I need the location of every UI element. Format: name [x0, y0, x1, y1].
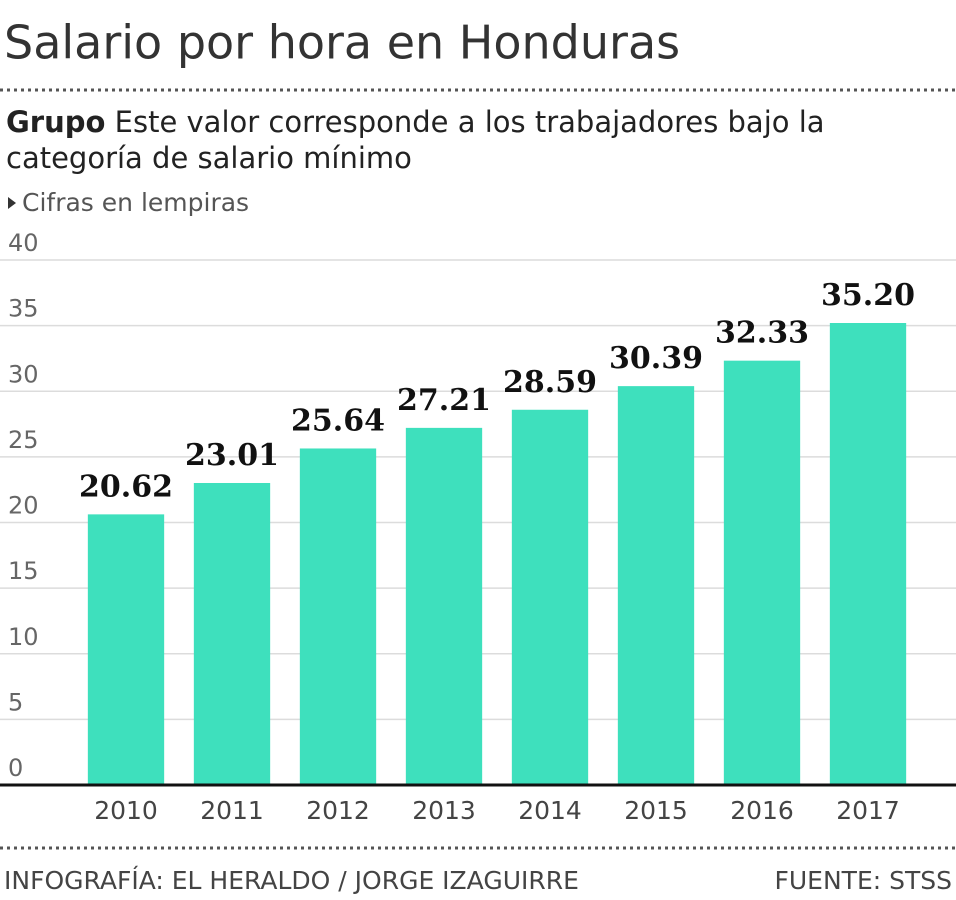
subtitle-text: Este valor corresponde a los trabajadore…	[6, 105, 825, 175]
x-tick-label: 2015	[624, 796, 688, 825]
y-tick-label: 10	[8, 623, 39, 651]
x-tick-label: 2017	[836, 796, 900, 825]
y-tick-label: 25	[8, 426, 39, 454]
y-tick-label: 5	[8, 688, 23, 716]
value-label: 20.62	[79, 469, 173, 504]
y-tick-label: 0	[8, 754, 23, 782]
value-label: 35.20	[821, 278, 915, 313]
value-label: 27.21	[397, 383, 491, 418]
bar	[829, 323, 907, 785]
bar	[617, 386, 695, 785]
x-tick-label: 2011	[200, 796, 264, 825]
value-label: 25.64	[291, 403, 385, 438]
bar	[511, 409, 589, 785]
y-tick-label: 40	[8, 229, 39, 257]
value-label: 30.39	[609, 341, 703, 376]
y-tick-label: 15	[8, 557, 39, 585]
subtitle: Grupo Este valor corresponde a los traba…	[6, 104, 866, 176]
y-tick-label: 35	[8, 295, 39, 323]
y-tick-label: 30	[8, 360, 39, 388]
value-label: 32.33	[715, 316, 809, 351]
chart-title: Salario por hora en Honduras	[4, 16, 680, 70]
bar	[193, 482, 271, 785]
bar	[405, 427, 483, 785]
value-label: 28.59	[503, 365, 597, 400]
source: FUENTE: STSS	[775, 866, 953, 895]
note-bullet	[8, 197, 16, 209]
y-tick-label: 20	[8, 492, 39, 520]
x-tick-label: 2012	[306, 796, 370, 825]
x-tick-label: 2010	[94, 796, 158, 825]
value-label: 23.01	[185, 438, 279, 473]
bar	[723, 360, 801, 785]
note: Cifras en lempiras	[22, 188, 249, 217]
credit: INFOGRAFÍA: EL HERALDO / JORGE IZAGUIRRE	[4, 866, 579, 895]
subtitle-label: Grupo	[6, 105, 106, 139]
bar	[87, 514, 165, 785]
x-tick-label: 2014	[518, 796, 582, 825]
x-tick-label: 2016	[730, 796, 794, 825]
x-tick-label: 2013	[412, 796, 476, 825]
bar	[299, 448, 377, 785]
